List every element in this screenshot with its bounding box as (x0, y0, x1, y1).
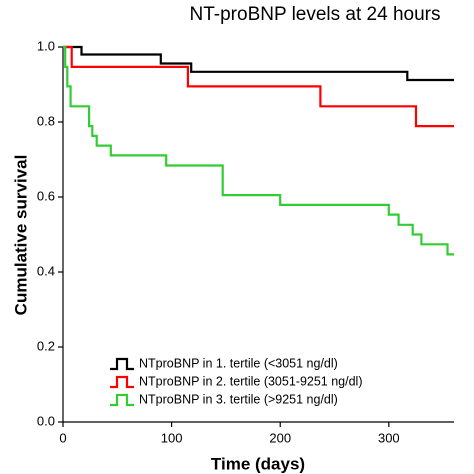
y-tick-label: 0.0 (37, 413, 55, 428)
x-tick-label: 200 (269, 430, 291, 445)
y-tick-label: 0.2 (37, 338, 55, 353)
y-tick-label: 0.4 (37, 263, 55, 278)
survival-curves (63, 45, 454, 256)
x-tick-label: 100 (161, 430, 183, 445)
y-axis-ticks: 0.0 0.2 0.4 0.6 0.8 1.0 (37, 38, 63, 428)
y-axis-label: Cumulative survival (11, 155, 30, 316)
survival-curve-series-3 (63, 45, 454, 256)
legend-label-series-2: NTproBNP in 2. tertile (3051-9251 ng/dl) (139, 374, 363, 388)
y-tick-label: 1.0 (37, 38, 55, 53)
x-tick-label: 300 (378, 430, 400, 445)
legend-label-series-3: NTproBNP in 3. tertile (>9251 ng/dl) (139, 392, 338, 406)
chart-title: NT-proBNP levels at 24 hours (190, 4, 441, 25)
y-tick-label: 0.8 (37, 113, 55, 128)
survival-curve-series-2 (63, 45, 454, 128)
legend-key-series-1 (110, 357, 134, 371)
x-axis-ticks: 0 100 200 300 (59, 422, 400, 445)
y-tick-label: 0.6 (37, 188, 55, 203)
x-axis-label: Time (days) (211, 454, 305, 473)
legend: NTproBNP in 1. tertile (<3051 ng/dl) NTpr… (110, 356, 363, 406)
x-tick-label: 0 (59, 430, 66, 445)
legend-key-series-3 (110, 393, 134, 407)
survival-curve-series-1 (63, 45, 454, 82)
legend-key-series-2 (110, 375, 134, 389)
legend-label-series-1: NTproBNP in 1. tertile (<3051 ng/dl) (139, 356, 338, 370)
